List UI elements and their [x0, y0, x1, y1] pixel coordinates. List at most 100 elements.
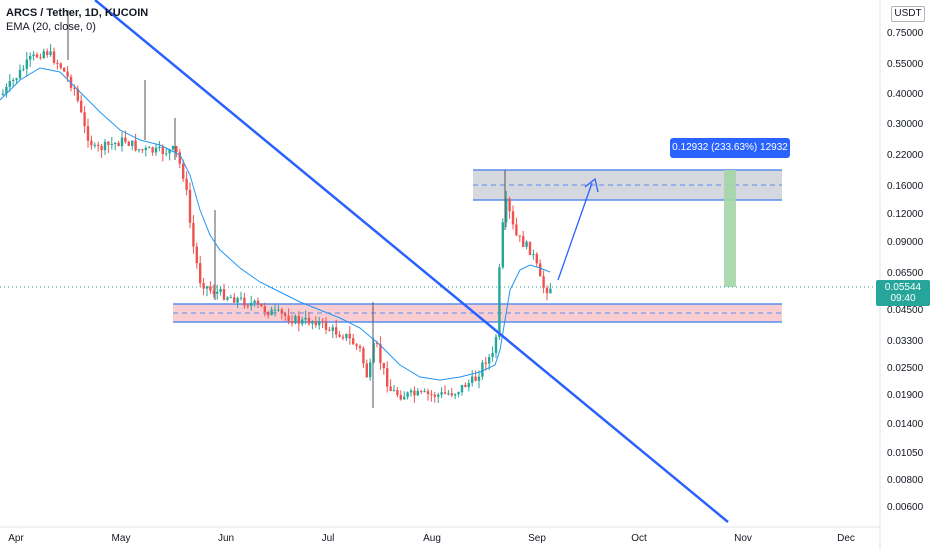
time-tick-label: Sep [528, 533, 546, 544]
candle-body [525, 241, 528, 247]
candle-body [426, 391, 430, 395]
candle-body [528, 241, 532, 255]
candle-body [124, 137, 127, 142]
candle-body [460, 384, 464, 393]
candle-body [39, 57, 42, 59]
candle-body [311, 321, 314, 324]
candle-body [454, 394, 457, 396]
candle-body [532, 254, 535, 256]
candle-body [352, 338, 355, 345]
candle-body [348, 333, 351, 339]
candle-body [314, 321, 317, 326]
projection-arrow[interactable] [557, 177, 599, 281]
candle-body [199, 263, 202, 284]
candle-body [93, 144, 96, 146]
price-tick-label: 0.75000 [887, 28, 924, 39]
candle-body [15, 78, 18, 81]
candle-body [515, 224, 518, 236]
candle-body [287, 316, 290, 322]
candle-body [505, 198, 508, 223]
candle-body [362, 348, 365, 364]
candle-body [100, 146, 103, 151]
price-tick-label: 0.01900 [887, 390, 924, 401]
candle-body [114, 142, 117, 144]
downtrend-line[interactable] [94, 0, 729, 523]
candle-body [182, 163, 185, 179]
candle-body [328, 329, 331, 331]
candle-body [219, 289, 222, 292]
candle-body [379, 343, 382, 363]
price-tick-label: 0.55000 [887, 59, 924, 70]
candle-body [508, 198, 511, 212]
candle-body [141, 149, 144, 151]
candle-body [175, 146, 178, 153]
price-tick-label: 0.09000 [887, 237, 924, 248]
candle-body [416, 390, 419, 396]
candle-body [403, 396, 406, 400]
candle-body [239, 297, 243, 299]
currency-badge[interactable]: USDT [891, 6, 925, 22]
candle-body [430, 394, 433, 396]
candle-body [273, 309, 277, 311]
candle-body [386, 368, 389, 387]
candle-body [464, 384, 467, 388]
measure-range-bar[interactable] [724, 170, 736, 287]
candle-body [236, 298, 239, 303]
candle-body [151, 147, 154, 153]
indicator-label[interactable]: EMA (20, close, 0) [6, 21, 96, 33]
candle-body [392, 390, 396, 392]
candle-body [549, 288, 552, 294]
price-tick-label: 0.04500 [887, 305, 924, 316]
candle-body [97, 144, 100, 147]
time-tick-label: May [112, 533, 131, 544]
candles [1, 10, 552, 408]
price-tick-label: 0.01050 [887, 448, 924, 459]
candle-body [307, 317, 311, 324]
candle-body [324, 321, 328, 330]
countdown-value: 09:40 [890, 293, 916, 304]
price-tick-label: 0.03300 [887, 336, 924, 347]
price-tick-label: 0.01400 [887, 419, 924, 430]
candle-body [144, 147, 147, 151]
price-tick-label: 0.00600 [887, 502, 924, 513]
time-tick-label: Oct [631, 533, 647, 544]
candle-body [338, 334, 341, 337]
symbol-title[interactable]: ARCS / Tether, 1D, KUCOIN [6, 7, 149, 19]
candle-body [382, 362, 385, 369]
candle-body [205, 286, 209, 289]
candle-body [535, 254, 538, 264]
candle-body [304, 317, 307, 320]
candle-body [209, 286, 212, 291]
candle-body [86, 126, 90, 141]
ema-line [0, 67, 551, 381]
candle-body [185, 178, 188, 190]
candle-body [76, 88, 79, 101]
price-tick-label: 0.12000 [887, 209, 924, 220]
candle-body [341, 336, 345, 339]
candle-body [545, 287, 549, 294]
price-tick-label: 0.22000 [887, 150, 924, 161]
price-tick-label: 0.16000 [887, 181, 924, 192]
candle-body [335, 327, 338, 335]
candle-body [484, 362, 487, 364]
candle-body [253, 300, 256, 303]
candle-body [488, 357, 491, 364]
candle-body [481, 362, 484, 377]
candle-body [294, 316, 297, 324]
candle-body [260, 303, 263, 307]
time-tick-label: Apr [8, 533, 24, 544]
last-price-tag: 0.05544 09:40 [876, 280, 930, 306]
price-tick-label: 0.40000 [887, 89, 924, 100]
candle-body [5, 86, 8, 94]
candle-body [52, 51, 56, 63]
candle-body [355, 344, 358, 347]
candle-body [158, 147, 161, 149]
candle-body [188, 189, 192, 223]
candle-body [447, 393, 450, 395]
candle-body [229, 297, 232, 299]
time-tick-label: Nov [734, 533, 752, 544]
candle-body [107, 141, 110, 145]
candle-body [42, 51, 45, 58]
time-tick-label: Aug [423, 533, 441, 544]
